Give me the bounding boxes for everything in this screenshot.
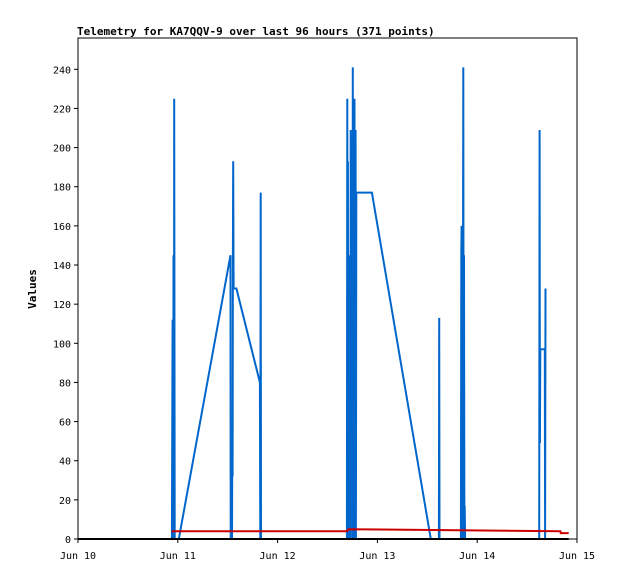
y-tick-label: 180	[53, 183, 71, 194]
plot-area: 0 20 40 60 80 100 120 140 160 180 200 220 240 Jun 10 J…	[53, 37, 595, 562]
y-tick-label: 200	[53, 144, 71, 155]
y-tick-label: 220	[53, 104, 71, 115]
y-axis-label: Values	[26, 269, 39, 309]
y-tick-label: 80	[59, 378, 71, 389]
series-line-1	[170, 67, 547, 540]
y-tick-label: 120	[53, 300, 71, 311]
x-tick-label: Jun 15	[559, 551, 595, 562]
y-tick-label: 240	[53, 65, 71, 76]
x-tick-label: Jun 11	[160, 551, 196, 562]
chart-title: Telemetry for KA7QQV-9 over last 96 hour…	[77, 25, 435, 38]
series-line-2	[171, 528, 569, 535]
y-tick-label: 60	[59, 418, 71, 429]
y-tick-label: 20	[59, 496, 71, 507]
x-tick-label: Jun 13	[359, 551, 395, 562]
y-tick-label: 0	[65, 535, 71, 546]
y-tick-label: 100	[53, 339, 71, 350]
y-tick-label: 160	[53, 222, 71, 233]
x-tick-label: Jun 14	[459, 551, 495, 562]
y-tick-label: 140	[53, 261, 71, 272]
x-tick-label: Jun 10	[60, 551, 96, 562]
y-tick-label: 40	[59, 457, 71, 468]
plot-frame	[77, 37, 578, 540]
x-tick-label: Jun 12	[260, 551, 296, 562]
